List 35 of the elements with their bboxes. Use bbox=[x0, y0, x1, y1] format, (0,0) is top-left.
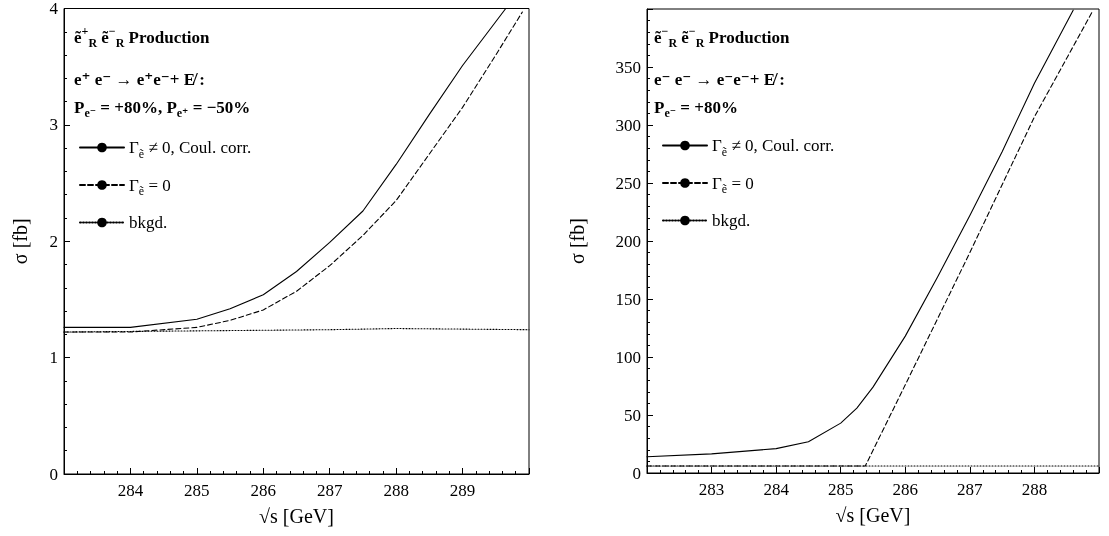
x-axis-title: √s [GeV] bbox=[259, 505, 334, 527]
x-tick-label: 289 bbox=[449, 481, 476, 500]
x-tick-label: 287 bbox=[957, 480, 984, 499]
text: ẽ−R ẽ−R Production bbox=[654, 24, 791, 50]
y-tick-label: 200 bbox=[615, 231, 641, 251]
x-tick-label: 285 bbox=[184, 481, 210, 500]
y-tick-label: 50 bbox=[624, 405, 641, 425]
y-tick-label: 0 bbox=[632, 463, 641, 483]
y-axis-title: σ [fb] bbox=[566, 218, 588, 264]
y-tick-label: 350 bbox=[615, 57, 641, 77]
x-tick-label: 288 bbox=[383, 481, 409, 500]
x-tick-label: 285 bbox=[827, 480, 854, 499]
x-tick-label: 284 bbox=[117, 481, 144, 500]
x-tick-label: 284 bbox=[763, 480, 790, 499]
y-tick-label: 0 bbox=[49, 464, 58, 484]
x-tick-label: 287 bbox=[316, 481, 343, 500]
x-tick-label: 283 bbox=[698, 480, 725, 499]
x-tick-label: 288 bbox=[1021, 480, 1048, 499]
y-tick-label: 3 bbox=[49, 115, 58, 135]
y-tick-label: 2 bbox=[49, 231, 58, 251]
legend-label: bkgd. bbox=[129, 213, 168, 232]
y-tick-label: 4 bbox=[49, 0, 59, 18]
y-axis-title: σ [fb] bbox=[9, 218, 31, 265]
annotation: e⁻ e⁻ → e⁻e⁻+ E̸ : bbox=[654, 69, 786, 89]
y-tick-label: 100 bbox=[615, 347, 641, 367]
x-tick-label: 286 bbox=[250, 481, 277, 500]
annotation: e⁺ e⁻ → e⁺e⁻+ E̸ : bbox=[74, 69, 206, 89]
y-tick-label: 150 bbox=[615, 289, 641, 309]
x-axis-title: √s [GeV] bbox=[835, 504, 911, 526]
y-tick-label: 250 bbox=[615, 173, 641, 193]
text: ẽ+R ẽ−R Production bbox=[74, 24, 211, 50]
x-tick-label: 286 bbox=[892, 480, 919, 499]
y-tick-label: 300 bbox=[615, 115, 641, 135]
legend-label: bkgd. bbox=[712, 211, 751, 230]
y-tick-label: 1 bbox=[49, 348, 58, 368]
